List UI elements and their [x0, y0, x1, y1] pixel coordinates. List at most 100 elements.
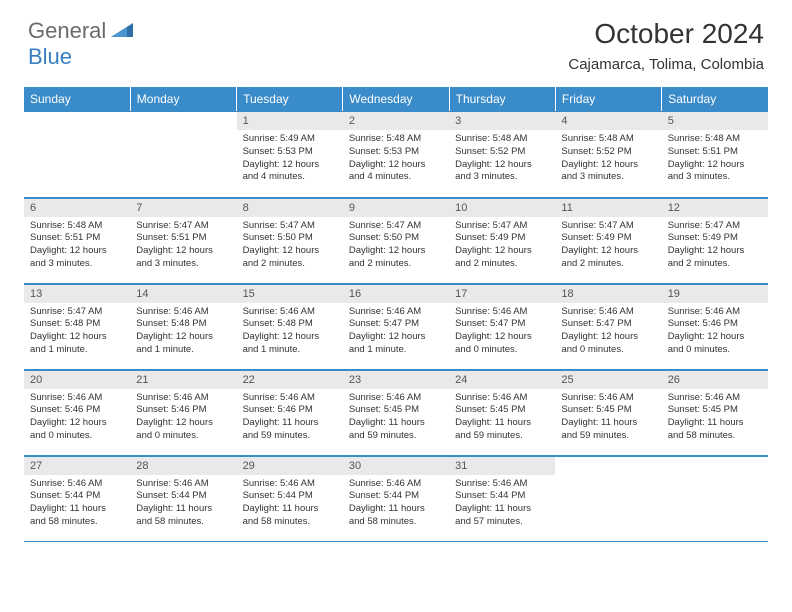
day-number: 10 [449, 198, 555, 217]
calendar-cell: 19Sunrise: 5:46 AMSunset: 5:46 PMDayligh… [662, 283, 768, 369]
day-number: 22 [237, 370, 343, 389]
day-number: 4 [555, 111, 661, 130]
calendar-cell: 25Sunrise: 5:46 AMSunset: 5:45 PMDayligh… [555, 369, 661, 455]
calendar-cell [555, 455, 661, 541]
calendar-week-row: 27Sunrise: 5:46 AMSunset: 5:44 PMDayligh… [24, 455, 768, 541]
day-number: 5 [662, 111, 768, 130]
day-number: 30 [343, 456, 449, 475]
brand-logo: General [28, 18, 139, 44]
month-title: October 2024 [568, 18, 764, 50]
calendar-cell: 22Sunrise: 5:46 AMSunset: 5:46 PMDayligh… [237, 369, 343, 455]
day-number: 9 [343, 198, 449, 217]
day-details: Sunrise: 5:46 AMSunset: 5:45 PMDaylight:… [449, 389, 555, 449]
day-details: Sunrise: 5:46 AMSunset: 5:46 PMDaylight:… [237, 389, 343, 449]
day-details: Sunrise: 5:46 AMSunset: 5:44 PMDaylight:… [24, 475, 130, 535]
calendar-cell: 30Sunrise: 5:46 AMSunset: 5:44 PMDayligh… [343, 455, 449, 541]
day-details: Sunrise: 5:47 AMSunset: 5:49 PMDaylight:… [449, 217, 555, 277]
day-details: Sunrise: 5:46 AMSunset: 5:44 PMDaylight:… [449, 475, 555, 535]
calendar-cell: 7Sunrise: 5:47 AMSunset: 5:51 PMDaylight… [130, 197, 236, 283]
empty-day [130, 111, 236, 130]
calendar-head: SundayMondayTuesdayWednesdayThursdayFrid… [24, 87, 768, 111]
day-number: 25 [555, 370, 661, 389]
calendar-cell: 23Sunrise: 5:46 AMSunset: 5:45 PMDayligh… [343, 369, 449, 455]
calendar-cell: 5Sunrise: 5:48 AMSunset: 5:51 PMDaylight… [662, 111, 768, 197]
day-number: 31 [449, 456, 555, 475]
logo-triangle-icon [111, 21, 137, 42]
day-number: 24 [449, 370, 555, 389]
day-number: 20 [24, 370, 130, 389]
calendar-cell: 16Sunrise: 5:46 AMSunset: 5:47 PMDayligh… [343, 283, 449, 369]
day-number: 12 [662, 198, 768, 217]
day-details: Sunrise: 5:46 AMSunset: 5:44 PMDaylight:… [343, 475, 449, 535]
day-header: Friday [555, 87, 661, 111]
day-number: 7 [130, 198, 236, 217]
day-number: 29 [237, 456, 343, 475]
day-number: 6 [24, 198, 130, 217]
day-details: Sunrise: 5:46 AMSunset: 5:48 PMDaylight:… [130, 303, 236, 363]
day-details: Sunrise: 5:46 AMSunset: 5:47 PMDaylight:… [449, 303, 555, 363]
calendar-cell: 13Sunrise: 5:47 AMSunset: 5:48 PMDayligh… [24, 283, 130, 369]
day-details: Sunrise: 5:48 AMSunset: 5:51 PMDaylight:… [24, 217, 130, 277]
day-number: 16 [343, 284, 449, 303]
brand-part2-wrap: Blue [28, 44, 72, 70]
calendar-cell: 29Sunrise: 5:46 AMSunset: 5:44 PMDayligh… [237, 455, 343, 541]
calendar-cell: 18Sunrise: 5:46 AMSunset: 5:47 PMDayligh… [555, 283, 661, 369]
day-details: Sunrise: 5:46 AMSunset: 5:44 PMDaylight:… [130, 475, 236, 535]
empty-day [555, 456, 661, 475]
brand-part2: Blue [28, 44, 72, 69]
day-number: 28 [130, 456, 236, 475]
calendar-cell [130, 111, 236, 197]
day-details: Sunrise: 5:46 AMSunset: 5:45 PMDaylight:… [662, 389, 768, 449]
calendar-cell: 15Sunrise: 5:46 AMSunset: 5:48 PMDayligh… [237, 283, 343, 369]
day-details: Sunrise: 5:47 AMSunset: 5:50 PMDaylight:… [343, 217, 449, 277]
day-details: Sunrise: 5:46 AMSunset: 5:46 PMDaylight:… [662, 303, 768, 363]
location-text: Cajamarca, Tolima, Colombia [568, 56, 764, 73]
day-details: Sunrise: 5:46 AMSunset: 5:45 PMDaylight:… [343, 389, 449, 449]
day-number: 21 [130, 370, 236, 389]
day-details: Sunrise: 5:47 AMSunset: 5:50 PMDaylight:… [237, 217, 343, 277]
calendar-cell: 21Sunrise: 5:46 AMSunset: 5:46 PMDayligh… [130, 369, 236, 455]
day-number: 3 [449, 111, 555, 130]
calendar-cell: 27Sunrise: 5:46 AMSunset: 5:44 PMDayligh… [24, 455, 130, 541]
calendar-cell: 20Sunrise: 5:46 AMSunset: 5:46 PMDayligh… [24, 369, 130, 455]
day-details: Sunrise: 5:48 AMSunset: 5:51 PMDaylight:… [662, 130, 768, 190]
day-details: Sunrise: 5:46 AMSunset: 5:46 PMDaylight:… [24, 389, 130, 449]
calendar-cell: 14Sunrise: 5:46 AMSunset: 5:48 PMDayligh… [130, 283, 236, 369]
day-number: 23 [343, 370, 449, 389]
calendar-cell: 6Sunrise: 5:48 AMSunset: 5:51 PMDaylight… [24, 197, 130, 283]
calendar-cell: 8Sunrise: 5:47 AMSunset: 5:50 PMDaylight… [237, 197, 343, 283]
day-number: 15 [237, 284, 343, 303]
day-details: Sunrise: 5:46 AMSunset: 5:45 PMDaylight:… [555, 389, 661, 449]
calendar-cell: 4Sunrise: 5:48 AMSunset: 5:52 PMDaylight… [555, 111, 661, 197]
day-details: Sunrise: 5:46 AMSunset: 5:46 PMDaylight:… [130, 389, 236, 449]
brand-part1: General [28, 18, 106, 44]
day-details: Sunrise: 5:47 AMSunset: 5:51 PMDaylight:… [130, 217, 236, 277]
title-block: October 2024 Cajamarca, Tolima, Colombia [568, 18, 764, 73]
day-details: Sunrise: 5:47 AMSunset: 5:49 PMDaylight:… [662, 217, 768, 277]
day-details: Sunrise: 5:46 AMSunset: 5:47 PMDaylight:… [555, 303, 661, 363]
day-details: Sunrise: 5:48 AMSunset: 5:52 PMDaylight:… [449, 130, 555, 190]
calendar-cell [24, 111, 130, 197]
day-number: 19 [662, 284, 768, 303]
day-number: 2 [343, 111, 449, 130]
calendar-cell: 24Sunrise: 5:46 AMSunset: 5:45 PMDayligh… [449, 369, 555, 455]
empty-day [24, 111, 130, 130]
calendar-cell: 10Sunrise: 5:47 AMSunset: 5:49 PMDayligh… [449, 197, 555, 283]
calendar-week-row: 13Sunrise: 5:47 AMSunset: 5:48 PMDayligh… [24, 283, 768, 369]
day-header: Thursday [449, 87, 555, 111]
empty-day [662, 456, 768, 475]
day-details: Sunrise: 5:47 AMSunset: 5:49 PMDaylight:… [555, 217, 661, 277]
calendar-cell: 11Sunrise: 5:47 AMSunset: 5:49 PMDayligh… [555, 197, 661, 283]
day-details: Sunrise: 5:49 AMSunset: 5:53 PMDaylight:… [237, 130, 343, 190]
calendar-cell: 26Sunrise: 5:46 AMSunset: 5:45 PMDayligh… [662, 369, 768, 455]
calendar-cell: 9Sunrise: 5:47 AMSunset: 5:50 PMDaylight… [343, 197, 449, 283]
day-header: Tuesday [237, 87, 343, 111]
calendar-cell: 1Sunrise: 5:49 AMSunset: 5:53 PMDaylight… [237, 111, 343, 197]
day-number: 14 [130, 284, 236, 303]
day-number: 13 [24, 284, 130, 303]
day-details: Sunrise: 5:46 AMSunset: 5:44 PMDaylight:… [237, 475, 343, 535]
day-number: 8 [237, 198, 343, 217]
day-details: Sunrise: 5:48 AMSunset: 5:52 PMDaylight:… [555, 130, 661, 190]
calendar-cell: 17Sunrise: 5:46 AMSunset: 5:47 PMDayligh… [449, 283, 555, 369]
day-number: 1 [237, 111, 343, 130]
